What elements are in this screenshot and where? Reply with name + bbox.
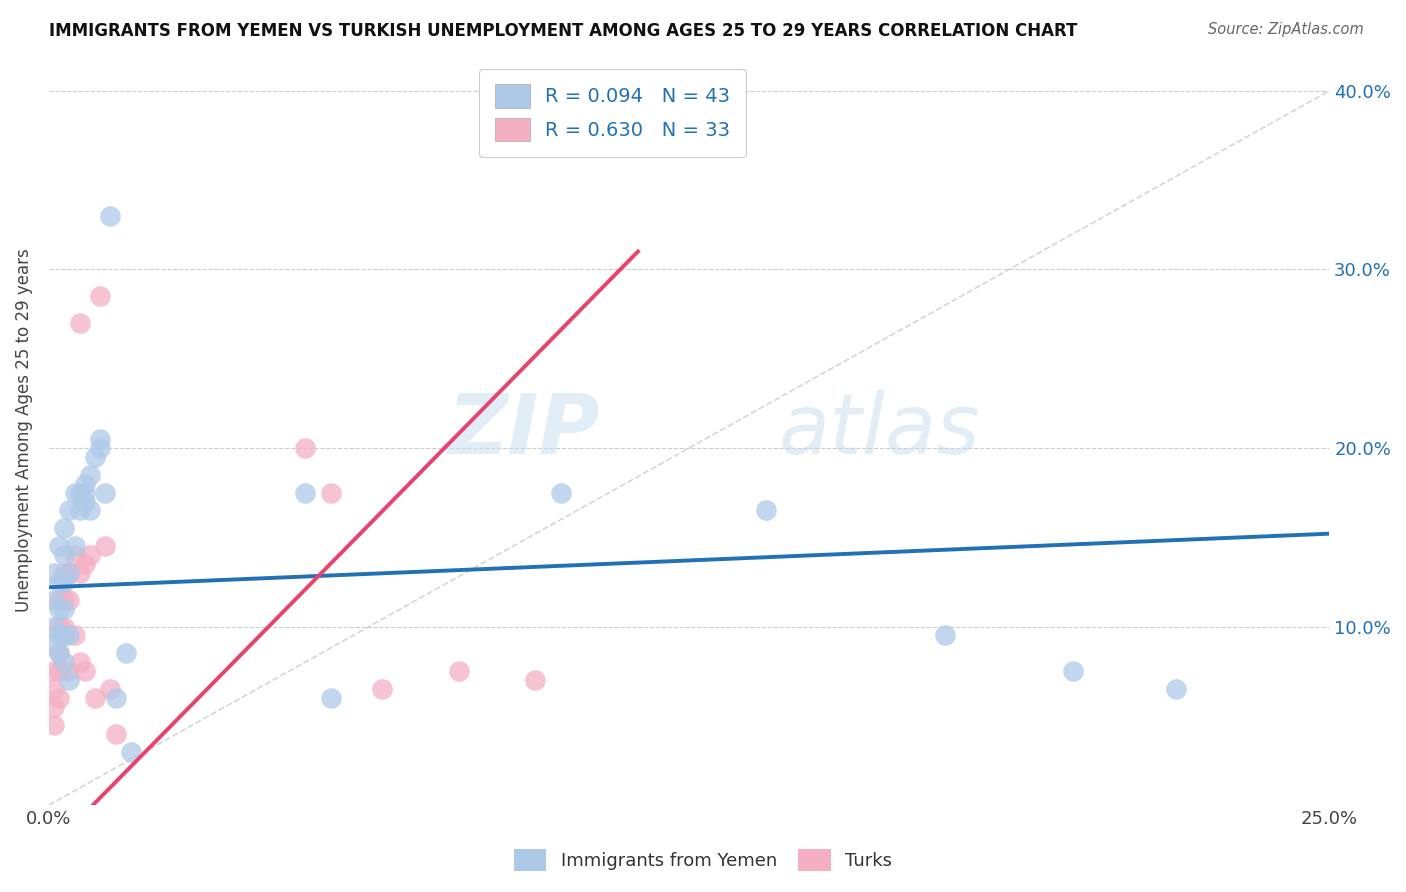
Point [69, 566, 91, 580]
Point [42, 664, 65, 678]
Point [319, 485, 342, 500]
Point [53, 655, 76, 669]
Point [120, 745, 142, 759]
Point [934, 628, 956, 642]
Point [100, 209, 122, 223]
Point [73, 557, 96, 571]
Point [104, 690, 127, 705]
Point [294, 441, 316, 455]
Point [79, 467, 101, 482]
Point [104, 726, 127, 740]
Point [63, 548, 86, 562]
Point [79, 503, 101, 517]
Point [42, 619, 65, 633]
Text: Source: ZipAtlas.com: Source: ZipAtlas.com [1208, 22, 1364, 37]
Point [294, 485, 316, 500]
Point [58, 503, 80, 517]
Point [53, 548, 76, 562]
Point [53, 592, 76, 607]
Point [53, 574, 76, 589]
Point [69, 316, 91, 330]
Point [63, 539, 86, 553]
Point [48, 646, 70, 660]
Text: ZIP: ZIP [447, 390, 599, 471]
Point [63, 628, 86, 642]
Point [89, 432, 111, 446]
Point [63, 485, 86, 500]
Point [1164, 681, 1187, 696]
Point [42, 592, 65, 607]
Point [42, 637, 65, 651]
Point [100, 681, 122, 696]
Point [53, 601, 76, 615]
Legend: R = 0.094   N = 43, R = 0.630   N = 33: R = 0.094 N = 43, R = 0.630 N = 33 [479, 69, 745, 157]
Point [58, 664, 80, 678]
Text: atlas: atlas [779, 390, 980, 471]
Point [89, 441, 111, 455]
Point [48, 592, 70, 607]
Point [42, 699, 65, 714]
Point [48, 601, 70, 615]
Point [755, 503, 778, 517]
Point [84, 450, 107, 464]
Point [53, 628, 76, 642]
Point [73, 485, 96, 500]
Point [371, 681, 394, 696]
Point [48, 646, 70, 660]
Point [69, 503, 91, 517]
Point [94, 539, 117, 553]
Point [447, 664, 470, 678]
Point [48, 574, 70, 589]
Point [58, 628, 80, 642]
Point [69, 655, 91, 669]
Point [53, 521, 76, 535]
Point [114, 646, 136, 660]
Y-axis label: Unemployment Among Ages 25 to 29 years: Unemployment Among Ages 25 to 29 years [15, 248, 32, 612]
Text: IMMIGRANTS FROM YEMEN VS TURKISH UNEMPLOYMENT AMONG AGES 25 TO 29 YEARS CORRELAT: IMMIGRANTS FROM YEMEN VS TURKISH UNEMPLO… [49, 22, 1077, 40]
Point [73, 476, 96, 491]
Point [79, 548, 101, 562]
Point [42, 717, 65, 731]
Point [1062, 664, 1084, 678]
Point [48, 619, 70, 633]
Point [89, 289, 111, 303]
Point [73, 664, 96, 678]
Point [48, 628, 70, 642]
Point [58, 566, 80, 580]
Point [58, 673, 80, 687]
Point [58, 566, 80, 580]
Point [69, 485, 91, 500]
Point [319, 690, 342, 705]
Point [42, 566, 65, 580]
Legend: Immigrants from Yemen, Turks: Immigrants from Yemen, Turks [506, 842, 900, 879]
Point [42, 681, 65, 696]
Point [53, 619, 76, 633]
Point [94, 485, 117, 500]
Point [48, 664, 70, 678]
Point [524, 673, 547, 687]
Point [48, 539, 70, 553]
Point [73, 494, 96, 508]
Point [58, 592, 80, 607]
Point [84, 690, 107, 705]
Point [53, 566, 76, 580]
Point [48, 690, 70, 705]
Point [550, 485, 572, 500]
